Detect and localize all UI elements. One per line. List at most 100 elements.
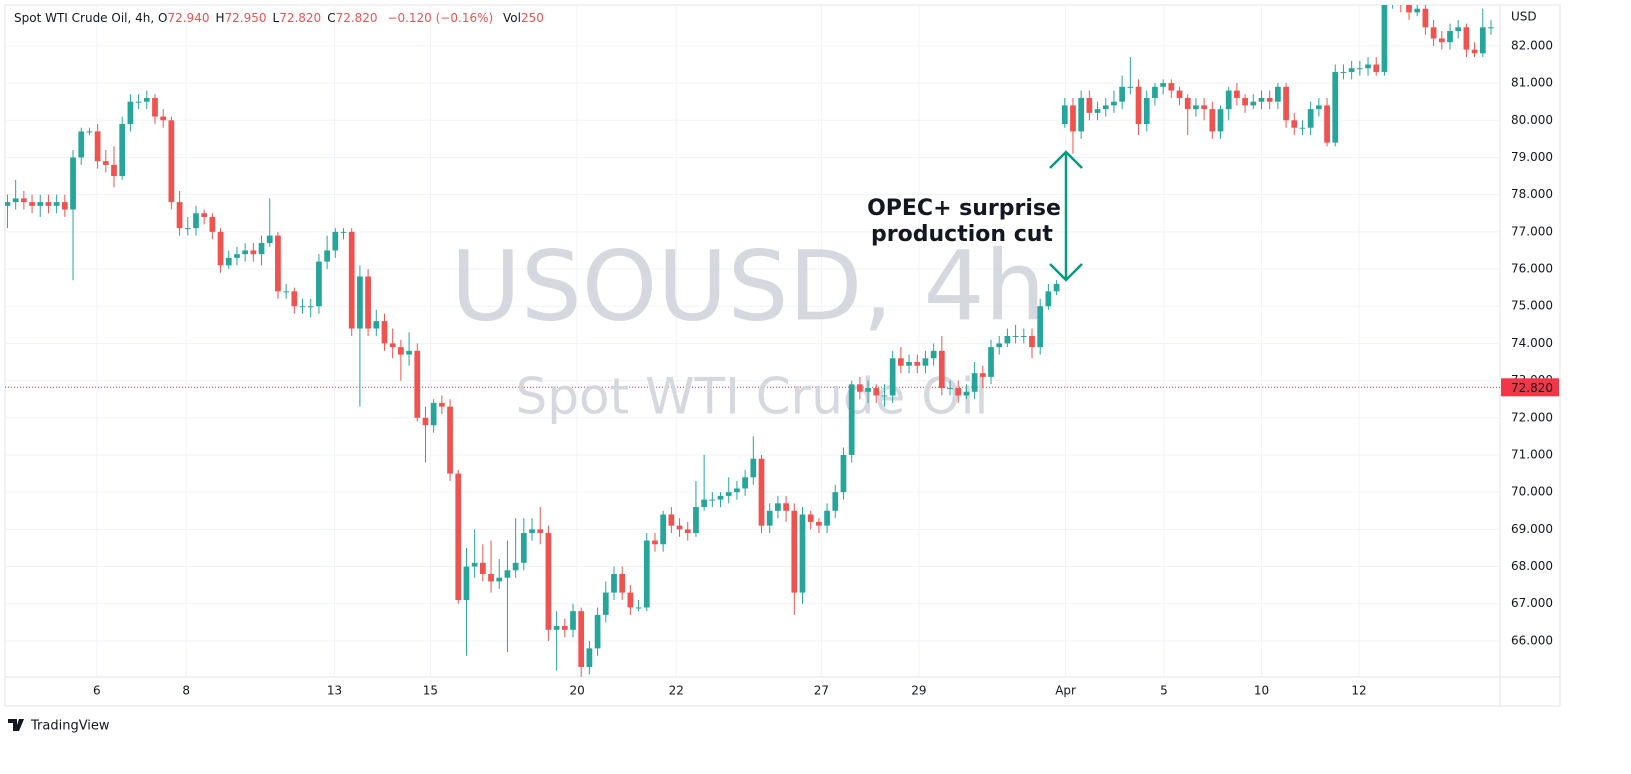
frame bbox=[4, 4, 1561, 707]
candle-body bbox=[627, 592, 634, 608]
candle-body bbox=[111, 164, 117, 177]
candle-body bbox=[160, 116, 167, 121]
candle-body bbox=[1373, 64, 1380, 72]
candle-body bbox=[1258, 97, 1265, 102]
candle-body bbox=[53, 202, 60, 206]
candle-body bbox=[561, 626, 568, 630]
candle-body bbox=[209, 216, 216, 232]
candle-body bbox=[578, 611, 585, 667]
volume: 250 bbox=[521, 11, 544, 25]
y-tick-label: 75.000 bbox=[1511, 299, 1553, 313]
ohlc-value: 72.820 bbox=[336, 11, 378, 25]
candle-body bbox=[873, 388, 880, 396]
candle-body bbox=[1168, 83, 1175, 91]
x-tick-label: Apr bbox=[1055, 684, 1076, 698]
grid bbox=[5, 5, 1500, 677]
candle-body bbox=[78, 131, 85, 158]
candle-body bbox=[348, 231, 355, 329]
ohlc-key: L bbox=[273, 11, 280, 25]
annotation-text: production cut bbox=[871, 222, 1053, 247]
candle-body bbox=[1234, 90, 1240, 98]
candle-body bbox=[848, 384, 855, 455]
candle-body bbox=[455, 473, 462, 601]
y-tick-label: 77.000 bbox=[1511, 224, 1553, 238]
x-tick-label: 5 bbox=[1160, 684, 1168, 698]
y-tick-label: 68.000 bbox=[1511, 559, 1553, 573]
x-tick-label: 20 bbox=[569, 684, 584, 698]
candle-body bbox=[832, 492, 839, 511]
candle-body bbox=[299, 306, 306, 308]
candle-body bbox=[152, 97, 158, 117]
candle-body bbox=[529, 529, 535, 534]
y-tick-label: 69.000 bbox=[1511, 522, 1553, 536]
candle-body bbox=[652, 540, 658, 545]
candle-body bbox=[734, 488, 740, 493]
candle-body bbox=[1217, 109, 1224, 132]
candle-body bbox=[5, 202, 11, 206]
candle-body bbox=[979, 373, 986, 377]
last-price-box bbox=[1501, 378, 1559, 397]
legend: Spot WTI Crude Oil, 4h, O72.940 H72.950 L7… bbox=[14, 11, 544, 25]
candle-body bbox=[406, 350, 412, 355]
x-tick-label: 29 bbox=[911, 684, 926, 698]
candle-body bbox=[1275, 86, 1281, 102]
candle-body bbox=[840, 454, 847, 493]
y-tick-label: 80.000 bbox=[1511, 113, 1553, 127]
x-tick-label: 15 bbox=[423, 684, 438, 698]
candle-body bbox=[1332, 71, 1339, 143]
candle-body bbox=[447, 406, 453, 474]
candle-body bbox=[127, 101, 134, 125]
volume-key: Vol bbox=[503, 11, 521, 25]
y-tick-label: 81.000 bbox=[1511, 76, 1553, 90]
candle-body bbox=[1463, 27, 1470, 50]
candle-body bbox=[1266, 97, 1273, 102]
candle-body bbox=[258, 243, 265, 255]
candle-body bbox=[668, 514, 675, 526]
candle-body bbox=[865, 388, 871, 392]
candle-body bbox=[889, 358, 896, 396]
candle-body bbox=[283, 291, 290, 293]
candle-body bbox=[398, 347, 404, 355]
y-tick-label: 67.000 bbox=[1511, 596, 1553, 610]
watermark-symbol: USOUSD, 4h bbox=[451, 230, 1046, 342]
candle-body bbox=[537, 529, 544, 534]
candle-body bbox=[1160, 83, 1167, 87]
candle-body bbox=[324, 250, 330, 262]
candle-body bbox=[1471, 49, 1478, 54]
watermark-description: Spot WTI Crude Oil bbox=[516, 368, 989, 426]
candle-body bbox=[635, 607, 642, 609]
candle-body bbox=[906, 362, 912, 366]
candle-body bbox=[357, 276, 363, 329]
candle-body bbox=[520, 533, 527, 563]
ohlc-key: H bbox=[215, 11, 224, 25]
candle-body bbox=[963, 391, 970, 396]
candle-body bbox=[102, 161, 109, 165]
candle-body bbox=[1037, 306, 1044, 348]
candle-body bbox=[1201, 105, 1207, 110]
brand-logo bbox=[8, 719, 24, 731]
candle-body bbox=[1053, 283, 1060, 292]
candle-body bbox=[1324, 105, 1330, 143]
candle-body bbox=[61, 202, 68, 210]
candle-body bbox=[242, 250, 249, 255]
candle-body bbox=[1438, 38, 1445, 43]
candle-body bbox=[1315, 105, 1322, 110]
candle-body bbox=[611, 573, 617, 593]
candle-body bbox=[1348, 68, 1355, 72]
brand-name: TradingView bbox=[30, 719, 110, 734]
candle-body bbox=[1086, 97, 1093, 113]
candle-body bbox=[553, 626, 560, 630]
candle-body bbox=[570, 611, 576, 630]
candle-body bbox=[1094, 109, 1101, 113]
ohlc-key: C bbox=[327, 11, 335, 25]
candles bbox=[5, 1, 1494, 677]
candle-body bbox=[1184, 97, 1191, 110]
candle-body bbox=[1127, 86, 1134, 88]
candle-body bbox=[1111, 101, 1117, 106]
candle-body bbox=[799, 514, 806, 593]
candle-body bbox=[1390, 1, 1396, 2]
y-tick-label: 78.000 bbox=[1511, 187, 1553, 201]
candle-body bbox=[816, 521, 822, 526]
last-price-label: 72.820 bbox=[1511, 381, 1553, 395]
